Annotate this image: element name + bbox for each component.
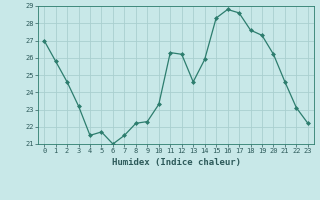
X-axis label: Humidex (Indice chaleur): Humidex (Indice chaleur) <box>111 158 241 167</box>
